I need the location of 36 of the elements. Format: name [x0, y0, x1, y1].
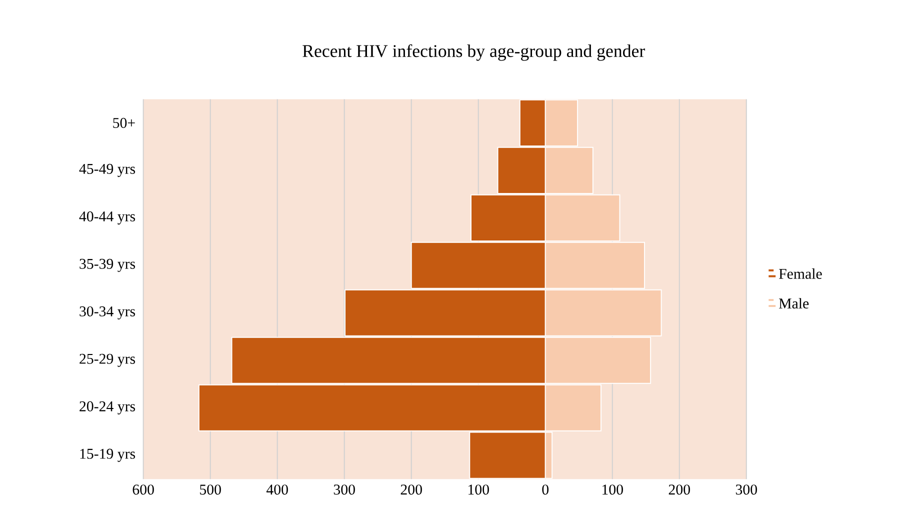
bar — [544, 384, 602, 432]
bar — [470, 194, 546, 242]
x-tick-label: 200 — [400, 484, 422, 495]
x-tick-label: 300 — [334, 484, 355, 495]
x-tick-label: 0 — [542, 484, 549, 495]
y-tick-label: 35-39 yrs — [80, 259, 136, 272]
x-tick-label: 500 — [200, 484, 221, 495]
bar — [497, 147, 546, 194]
bar — [544, 290, 662, 337]
bar — [544, 147, 594, 194]
y-tick-label: 20-24 yrs — [80, 401, 136, 415]
y-tick-label: 30-34 yrs — [80, 306, 136, 320]
y-tick-label: 40-44 yrs — [79, 212, 136, 225]
legend-label: Female — [779, 268, 822, 280]
y-tick-label: 50+ — [113, 118, 135, 128]
y-tick-label: 25-29 yrs — [80, 354, 136, 368]
bar — [198, 384, 546, 432]
bar — [544, 194, 620, 242]
x-tick-label: 200 — [668, 484, 690, 495]
bar — [410, 242, 546, 290]
bar — [544, 100, 578, 147]
bar — [544, 337, 652, 384]
y-tick-label: 45-49 yrs — [79, 164, 136, 178]
legend-label: Male — [779, 298, 809, 309]
bar — [469, 432, 546, 480]
bar — [519, 100, 546, 147]
x-tick-label: 100 — [468, 484, 489, 495]
x-tick-label: 300 — [736, 484, 757, 495]
bar — [231, 337, 546, 384]
x-tick-label: 100 — [602, 484, 623, 495]
chart-title: Recent HIV infections by age-group and gender — [302, 44, 646, 61]
x-tick-label: 600 — [132, 484, 154, 495]
x-tick-label: 400 — [266, 484, 288, 495]
y-tick-label: 15-19 yrs — [80, 448, 136, 462]
bar — [544, 242, 646, 290]
bar — [344, 290, 546, 337]
